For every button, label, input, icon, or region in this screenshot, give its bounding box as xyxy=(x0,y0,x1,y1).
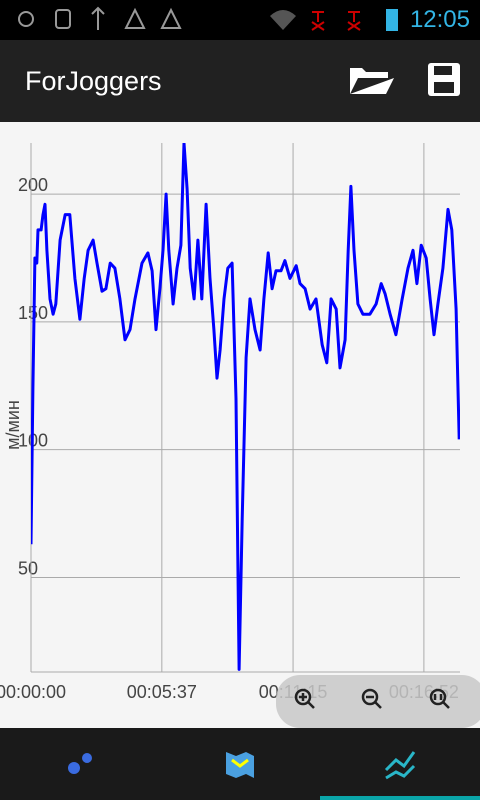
tab-indicator xyxy=(320,796,480,800)
y-axis-label: м/мин xyxy=(3,400,23,450)
save-button[interactable] xyxy=(428,63,460,96)
tab-chart[interactable] xyxy=(384,751,416,780)
data-line xyxy=(31,143,460,671)
x-tick-label: 00:05:37 xyxy=(127,682,197,702)
zoom-in[interactable] xyxy=(294,688,315,709)
zoom-controls xyxy=(276,675,480,728)
status-icons xyxy=(18,6,398,31)
zoom-out[interactable] xyxy=(361,688,382,709)
y-tick-label: 50 xyxy=(18,558,38,578)
y-tick-label: 200 xyxy=(18,175,48,195)
x-tick-label: 00:00:00 xyxy=(0,682,66,702)
status-time: 12:05 xyxy=(410,6,470,33)
zoom-panel xyxy=(276,675,480,728)
zoom-fit[interactable] xyxy=(429,688,450,709)
open-button[interactable] xyxy=(350,68,394,94)
app-title: ForJoggers xyxy=(25,66,162,96)
app-bar xyxy=(0,40,480,122)
status-bar xyxy=(0,0,480,40)
tab-settings[interactable] xyxy=(68,753,92,774)
tab-map[interactable] xyxy=(226,752,254,778)
